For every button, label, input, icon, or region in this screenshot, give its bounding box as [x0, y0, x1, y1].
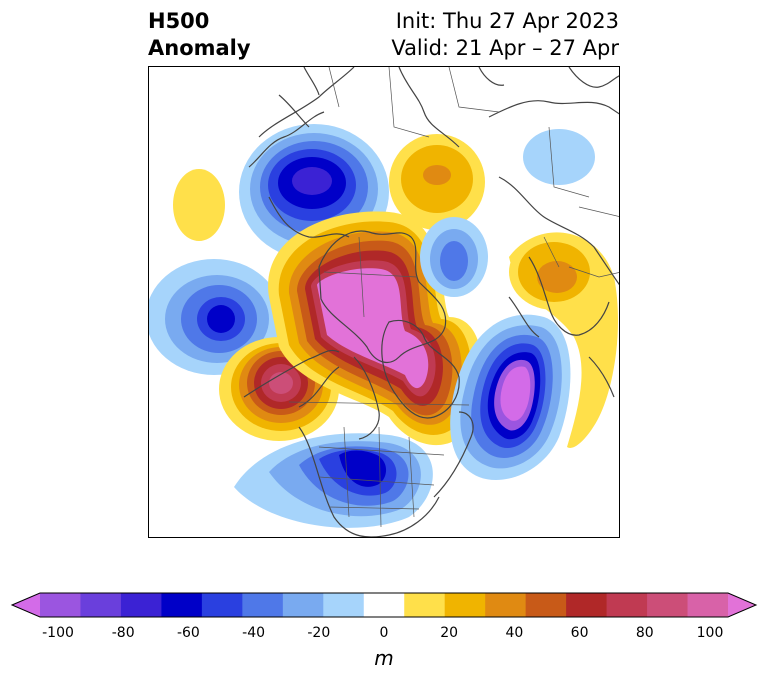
anomaly-high-bering: [389, 134, 485, 230]
colorbar-segment: [525, 593, 567, 617]
colorbar-extend-min: [12, 593, 40, 617]
valid-range: Valid: 21 Apr – 27 Apr: [391, 36, 619, 60]
colorbar-tick-label: -40: [242, 625, 266, 641]
colorbar-segment: [201, 593, 243, 617]
anomaly-low-kara-sea: [420, 217, 488, 297]
title-variable: H500: [148, 9, 210, 33]
colorbar-tick-label: 0: [379, 625, 389, 641]
colorbar-tick-label: 100: [696, 625, 724, 641]
anomaly-low-north-pacific: [149, 259, 282, 375]
colorbar-tick-label: 60: [570, 625, 589, 641]
colorbar: [10, 592, 758, 618]
colorbar-segment: [363, 593, 405, 617]
plot-title-right: Init: Thu 27 Apr 2023 Valid: 21 Apr – 27…: [391, 8, 619, 62]
colorbar-segment: [566, 593, 608, 617]
colorbar-segment: [687, 593, 729, 617]
colorbar-segment: [485, 593, 527, 617]
colorbar-segment: [606, 593, 648, 617]
colorbar-segment: [282, 593, 324, 617]
colorbar-tick-label: -80: [111, 625, 135, 641]
colorbar-tick-label: -60: [176, 625, 200, 641]
anomaly-low-north-america: [234, 433, 433, 528]
colorbar-segment: [120, 593, 162, 617]
anomaly-low-north-atlantic: [450, 314, 571, 481]
colorbar-tick-label: -100: [42, 625, 74, 641]
colorbar-segment: [40, 593, 81, 617]
colorbar-segment: [161, 593, 203, 617]
map-panel: [148, 66, 620, 538]
title-anomaly: Anomaly: [148, 36, 251, 60]
colorbar-tick-label: 20: [440, 625, 459, 641]
plot-title-left: H500 Anomaly: [148, 8, 251, 62]
colorbar-segment: [444, 593, 486, 617]
colorbar-extend-max: [728, 593, 756, 617]
colorbar-segment: [80, 593, 122, 617]
anomaly-high-europe: [509, 232, 619, 448]
colorbar-segment: [404, 593, 446, 617]
colorbar-outline: [10, 592, 758, 618]
anomaly-low-barents: [523, 129, 595, 185]
init-time: Init: Thu 27 Apr 2023: [395, 9, 619, 33]
anomaly-map: [149, 67, 619, 537]
colorbar-segment: [647, 593, 689, 617]
colorbar-tick-label: -20: [307, 625, 331, 641]
political-borders: [288, 67, 619, 528]
colorbar-tick-label: 80: [635, 625, 654, 641]
colorbar-segment: [242, 593, 284, 617]
anomaly-high-west-pacific: [173, 169, 225, 241]
colorbar-tick-label: 40: [505, 625, 524, 641]
colorbar-units: m: [374, 646, 394, 670]
colorbar-segment: [323, 593, 365, 617]
